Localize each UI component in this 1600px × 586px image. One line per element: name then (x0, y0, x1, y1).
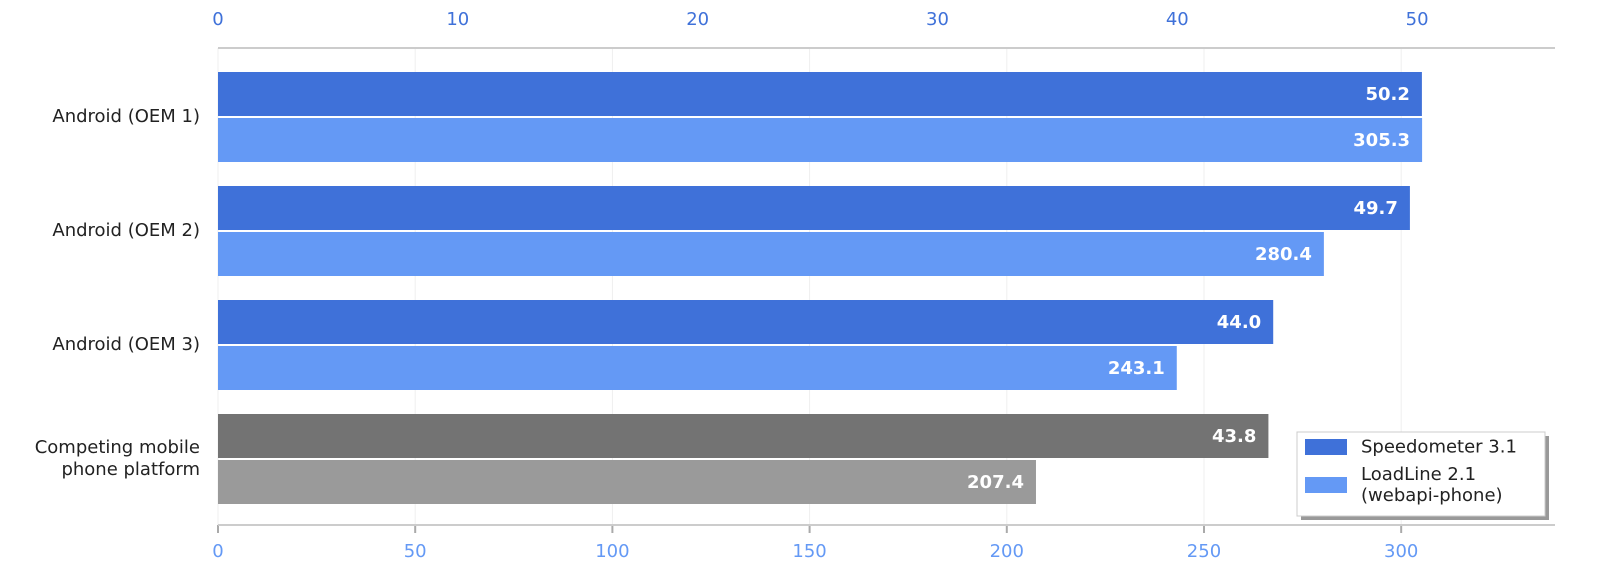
x2-tick-label: 30 (926, 9, 949, 30)
value-label: 43.8 (1212, 426, 1256, 447)
value-label: 280.4 (1255, 244, 1312, 265)
value-label: 305.3 (1353, 130, 1410, 151)
y-tick-label: Android (OEM 2) (52, 220, 200, 241)
bar (218, 460, 1036, 504)
value-label: 44.0 (1217, 312, 1261, 333)
x2-tick-label: 10 (446, 9, 469, 30)
legend-label: LoadLine 2.1 (webapi-phone) (1361, 464, 1503, 506)
x-tick-label: 50 (404, 541, 427, 562)
x2-tick-label: 20 (686, 9, 709, 30)
x2-tick-label: 50 (1406, 9, 1429, 30)
legend-swatch (1305, 477, 1347, 493)
x-tick-label: 300 (1384, 541, 1418, 562)
bar (218, 414, 1269, 458)
bar (218, 346, 1177, 390)
value-label: 243.1 (1108, 358, 1165, 379)
x2-tick-label: 0 (212, 9, 223, 30)
value-label: 207.4 (967, 472, 1024, 493)
bar (218, 186, 1410, 230)
legend-label: Speedometer 3.1 (1361, 436, 1517, 458)
x-tick-label: 250 (1187, 541, 1221, 562)
x-tick-label: 200 (990, 541, 1024, 562)
y-tick-label: Competing mobile phone platform (34, 437, 200, 480)
x-tick-label: 150 (792, 541, 826, 562)
x2-tick-label: 40 (1166, 9, 1189, 30)
bar (218, 300, 1274, 344)
y-tick-label: Android (OEM 3) (52, 334, 200, 355)
y-tick-label: Android (OEM 1) (52, 106, 200, 127)
legend-swatch (1305, 439, 1347, 455)
bar (218, 72, 1422, 116)
value-label: 50.2 (1365, 84, 1409, 105)
legend (1296, 431, 1546, 517)
value-label: 49.7 (1353, 198, 1397, 219)
bar (218, 118, 1423, 162)
bar (218, 232, 1324, 276)
x-tick-label: 100 (595, 541, 629, 562)
x-tick-label: 0 (212, 541, 223, 562)
